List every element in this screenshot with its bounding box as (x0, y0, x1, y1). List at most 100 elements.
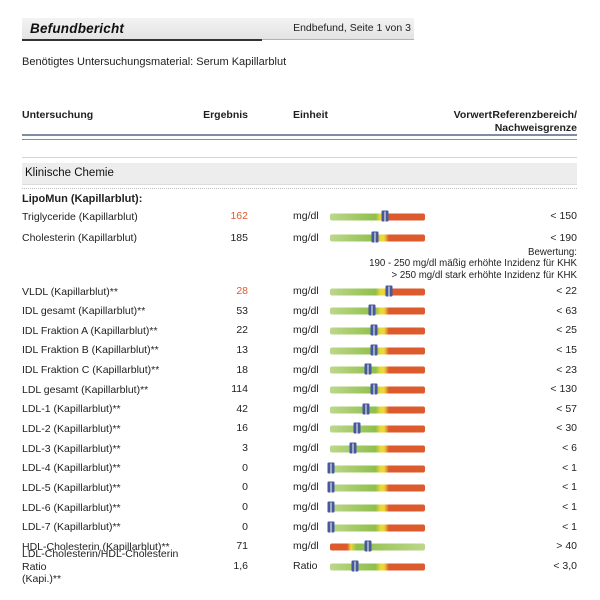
result-value: 16 (236, 422, 248, 435)
col-header-referenzbereich: Referenzbereich/ Nachweisgrenze (430, 109, 577, 135)
table-row: LDL-5 (Kapillarblut)** 0 mg/dl < 1 (0, 478, 600, 498)
table-row: IDL Fraktion C (Kapillarblut)** 18 mg/dl… (0, 361, 600, 381)
unit-label: mg/dl (293, 343, 319, 356)
unit-label: mg/dl (293, 402, 319, 415)
value-marker-icon (327, 501, 335, 513)
value-marker-icon (364, 363, 372, 375)
value-marker-icon (327, 481, 335, 493)
table-row: Triglyceride (Kapillarblut) 162 mg/dl < … (0, 206, 600, 228)
unit-label: mg/dl (293, 304, 319, 317)
bewertung-line-2: > 250 mg/dl stark erhöhte Inzidenz für K… (391, 269, 577, 281)
test-name: IDL gesamt (Kapillarblut)** (22, 305, 146, 318)
result-value: 71 (236, 540, 248, 553)
reference-bar (330, 304, 425, 316)
test-name: IDL Fraktion B (Kapillarblut)** (22, 344, 159, 357)
reference-range: < 30 (556, 422, 577, 435)
reference-range: < 15 (556, 343, 577, 356)
test-name: IDL Fraktion A (Kapillarblut)** (22, 324, 158, 337)
unit-label: mg/dl (293, 231, 319, 244)
table-row: LDL-1 (Kapillarblut)** 42 mg/dl < 57 (0, 400, 600, 420)
unit-label: mg/dl (293, 324, 319, 337)
result-value: 185 (230, 231, 248, 244)
test-name: IDL Fraktion C (Kapillarblut)** (22, 364, 160, 377)
section-header: Klinische Chemie (22, 163, 577, 185)
unit-label: mg/dl (293, 210, 319, 222)
unit-label: mg/dl (293, 461, 319, 474)
unit-label: mg/dl (293, 501, 319, 514)
unit-label: mg/dl (293, 363, 319, 376)
result-value: 53 (236, 304, 248, 317)
section-title: Klinische Chemie (25, 167, 114, 179)
test-name: LDL-1 (Kapillarblut)** (22, 403, 121, 416)
material-line: Benötigtes Untersuchungsmaterial: Serum … (22, 56, 287, 68)
unit-label: mg/dl (293, 442, 319, 455)
value-marker-icon (364, 540, 372, 552)
test-name: VLDL (Kapillarblut)** (22, 285, 118, 298)
value-marker-icon (362, 403, 370, 415)
unit-label: Ratio (293, 559, 318, 572)
test-name: LDL-7 (Kapillarblut)** (22, 521, 121, 534)
unit-label: mg/dl (293, 383, 319, 396)
col-header-ergebnis: Ergebnis (203, 109, 248, 121)
section-separator-line (22, 157, 577, 158)
table-row: LDL gesamt (Kapillarblut)** 114 mg/dl < … (0, 380, 600, 400)
value-marker-icon (370, 383, 378, 395)
table-row: LDL-4 (Kapillarblut)** 0 mg/dl < 1 (0, 459, 600, 479)
table-row: IDL gesamt (Kapillarblut)** 53 mg/dl < 6… (0, 302, 600, 322)
reference-bar (330, 285, 425, 297)
reference-range: < 6 (562, 442, 577, 455)
table-row: Cholesterin (Kapillarblut) 185 mg/dl < 1… (0, 228, 600, 250)
reference-range: < 1 (562, 501, 577, 514)
value-marker-icon (351, 560, 359, 572)
group-dotted-line (22, 188, 577, 189)
col-header-untersuchung: Untersuchung (22, 109, 94, 121)
reference-bar (330, 324, 425, 336)
reference-range: < 23 (556, 363, 577, 376)
result-value: 3 (242, 442, 248, 455)
bewertung-note: Bewertung: 190 - 250 mg/dl mäßig erhöhte… (230, 247, 577, 281)
header-underline (22, 39, 262, 41)
table-row: HDL-Cholesterin (Kapillarblut)** 71 mg/d… (0, 537, 600, 557)
table-row: LDL-6 (Kapillarblut)** 0 mg/dl < 1 (0, 498, 600, 518)
value-marker-icon (349, 442, 357, 454)
value-marker-icon (353, 422, 361, 434)
unit-label: mg/dl (293, 422, 319, 435)
results-table-bottom: VLDL (Kapillarblut)** 28 mg/dl < 22 IDL … (0, 282, 600, 585)
result-value: 18 (236, 363, 248, 376)
reference-bar (330, 210, 425, 222)
result-value: 0 (242, 501, 248, 514)
reference-range: < 1 (562, 520, 577, 533)
reference-range: < 150 (550, 210, 577, 222)
table-row: LDL-Cholesterin/HDL-Cholesterin Ratio (Ka… (0, 548, 600, 585)
table-row: VLDL (Kapillarblut)** 28 mg/dl < 22 (0, 282, 600, 302)
table-row: LDL-3 (Kapillarblut)** 3 mg/dl < 6 (0, 439, 600, 459)
reference-range: < 1 (562, 461, 577, 474)
report-header-bar: Befundbericht Endbefund, Seite 1 von 3 (22, 18, 414, 40)
reference-range: < 57 (556, 402, 577, 415)
result-value: 28 (236, 285, 248, 297)
test-name: LDL-4 (Kapillarblut)** (22, 462, 121, 475)
reference-range: < 63 (556, 304, 577, 317)
result-value: 22 (236, 324, 248, 337)
result-value: 114 (231, 383, 248, 396)
table-row: IDL Fraktion A (Kapillarblut)** 22 mg/dl… (0, 321, 600, 341)
reference-bar (327, 521, 425, 532)
value-marker-icon (370, 344, 378, 356)
unit-label: mg/dl (293, 540, 319, 553)
value-marker-icon (385, 285, 393, 297)
reference-bar (330, 403, 425, 415)
reference-range: < 25 (556, 324, 577, 337)
bewertung-line-1: 190 - 250 mg/dl mäßig erhöhte Inzidenz f… (369, 258, 577, 270)
test-name: HDL-Cholesterin (Kapillarblut)** (22, 540, 170, 553)
table-row: LDL-2 (Kapillarblut)** 16 mg/dl < 30 (0, 419, 600, 439)
reference-range: < 1 (562, 481, 577, 494)
result-value: 0 (242, 481, 248, 494)
reference-range: > 40 (556, 540, 577, 553)
test-name: LDL-3 (Kapillarblut)** (22, 442, 121, 455)
reference-bar (330, 231, 425, 243)
test-name: Cholesterin (Kapillarblut) (22, 232, 137, 244)
unit-label: mg/dl (293, 285, 319, 297)
reference-range: < 190 (550, 231, 577, 244)
result-value: 0 (242, 520, 248, 533)
table-row: IDL Fraktion B (Kapillarblut)** 13 mg/dl… (0, 341, 600, 361)
